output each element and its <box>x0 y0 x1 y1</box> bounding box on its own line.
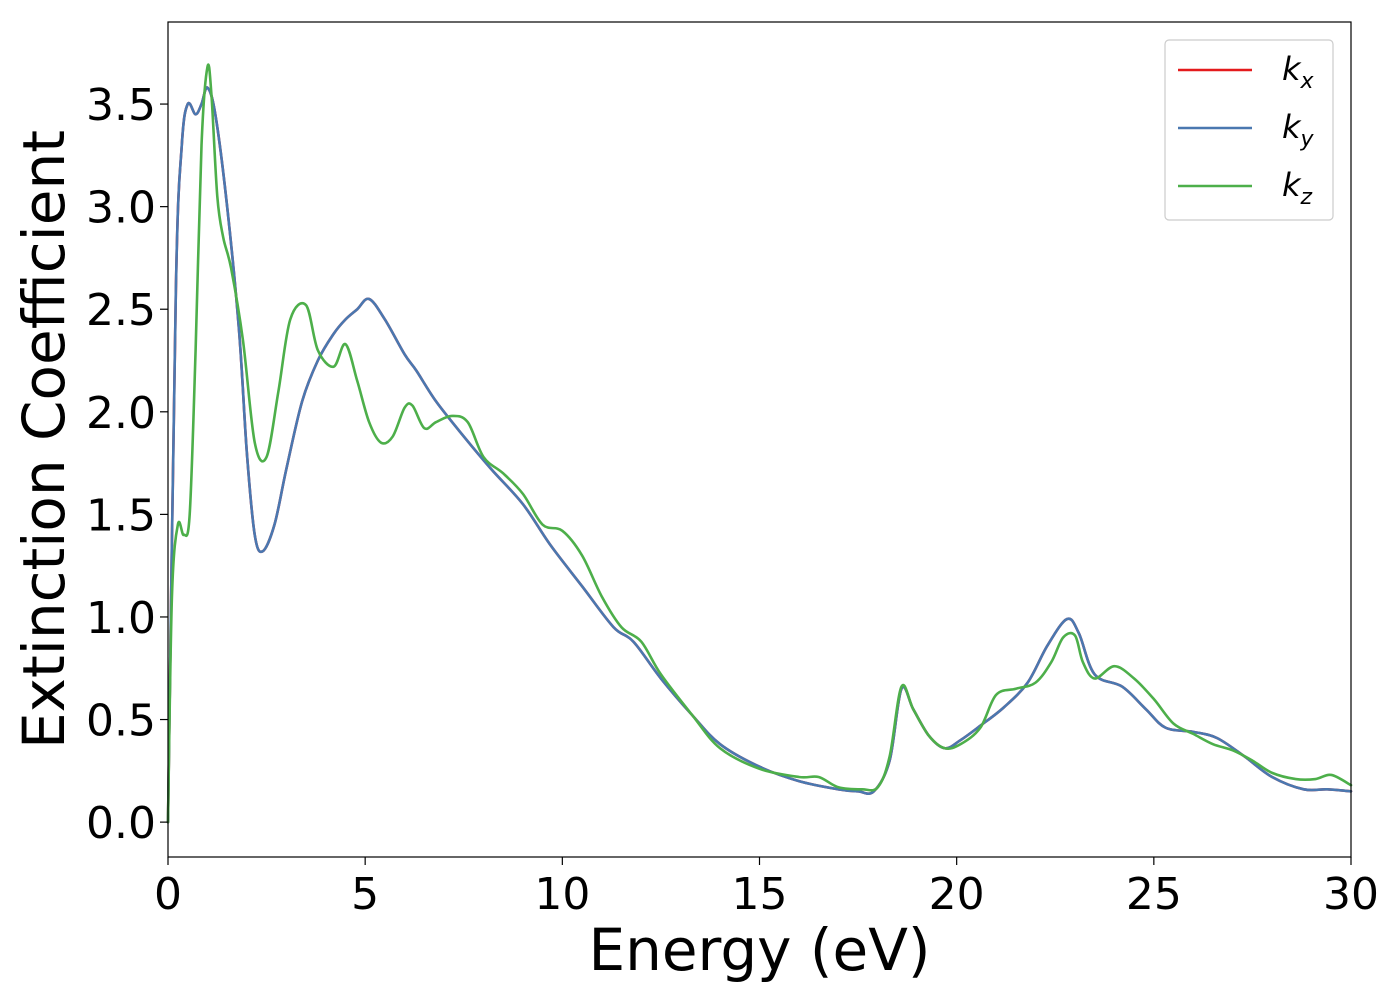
y-tick-label: 3.0 <box>86 183 156 234</box>
x-tick-label: 5 <box>351 869 379 920</box>
y-tick-label: 2.5 <box>86 285 156 336</box>
series-line-z <box>166 63 1353 824</box>
series-line-y <box>166 86 1353 824</box>
x-axis-label: Energy (eV) <box>588 916 930 984</box>
legend-label-x: kx <box>1282 50 1315 94</box>
y-axis-label: Extinction Coefficient <box>10 130 78 749</box>
legend: kx ky kz <box>1164 39 1334 221</box>
y-tick-label: 0.5 <box>86 696 156 747</box>
x-axis-ticks: 0 5 10 15 20 25 30 <box>154 857 1379 920</box>
x-tick-label: 30 <box>1323 869 1379 920</box>
y-tick-label: 3.5 <box>86 80 156 131</box>
x-tick-label: 0 <box>154 869 182 920</box>
legend-label-z: kz <box>1282 166 1313 210</box>
y-tick-label: 2.0 <box>86 388 156 439</box>
x-tick-label: 10 <box>534 869 590 920</box>
series-lines <box>166 63 1353 824</box>
x-tick-label: 15 <box>732 869 788 920</box>
legend-label-y: ky <box>1282 108 1315 152</box>
y-tick-label: 0.0 <box>86 798 156 849</box>
y-axis-ticks: 0.0 0.5 1.0 1.5 2.0 2.5 3.0 3.5 <box>86 80 168 849</box>
y-tick-label: 1.0 <box>86 593 156 644</box>
x-tick-label: 25 <box>1126 869 1182 920</box>
legend-box <box>1164 39 1334 221</box>
x-tick-label: 20 <box>929 869 985 920</box>
y-tick-label: 1.5 <box>86 490 156 541</box>
